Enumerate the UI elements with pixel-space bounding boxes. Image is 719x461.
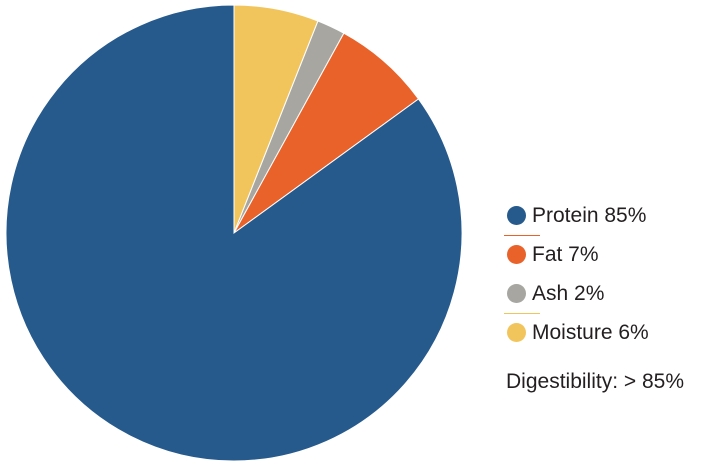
legend-label-protein: Protein 85% xyxy=(532,203,647,227)
legend-label-ash: Ash 2% xyxy=(532,281,605,305)
pie-slice-protein xyxy=(5,4,463,461)
legend-item-protein: Protein 85% xyxy=(504,196,716,235)
digestibility-note: Digestibility: > 85% xyxy=(506,370,684,393)
legend-item-moisture: Moisture 6% xyxy=(504,313,716,352)
legend-label-fat: Fat 7% xyxy=(532,242,599,266)
legend-swatch-fat xyxy=(507,245,526,264)
legend-item-ash: Ash 2% xyxy=(504,274,716,313)
legend-item-fat: Fat 7% xyxy=(504,235,716,274)
legend-separator-moisture xyxy=(504,313,540,314)
chart-legend: Protein 85% Fat 7% Ash 2% Moisture 6% xyxy=(504,196,716,352)
legend-separator-fat xyxy=(504,235,540,236)
legend-swatch-moisture xyxy=(507,323,526,342)
legend-swatch-ash xyxy=(507,284,526,303)
legend-label-moisture: Moisture 6% xyxy=(532,320,649,344)
legend-swatch-protein xyxy=(507,206,526,225)
